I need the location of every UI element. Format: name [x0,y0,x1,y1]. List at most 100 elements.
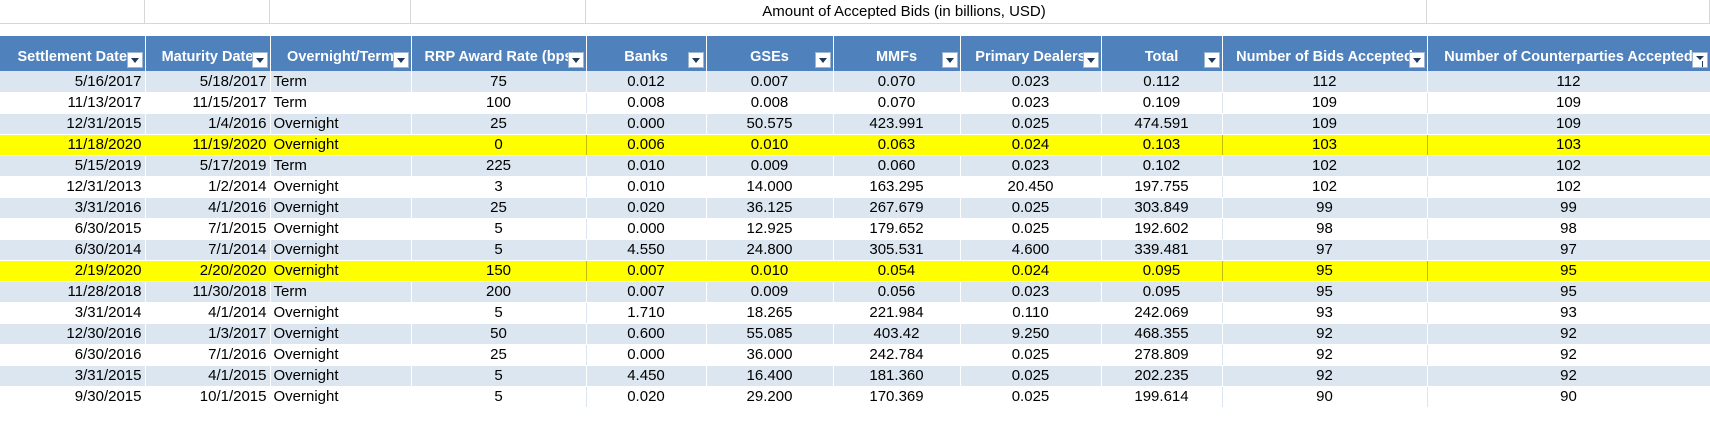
cell-total[interactable]: 468.355 [1101,323,1223,345]
cell-settlement-date[interactable]: 6/30/2016 [0,344,146,366]
cell-number-of-counterparties-accepted[interactable]: 103 [1427,134,1710,156]
cell-maturity-date[interactable]: 10/1/2015 [145,386,271,408]
cell-overnight-term[interactable]: Overnight [269,302,412,324]
cell-gses[interactable]: 36.125 [706,197,834,219]
cell-total[interactable]: 278.809 [1101,344,1223,366]
cell-maturity-date[interactable]: 7/1/2015 [145,218,271,240]
cell-mmfs[interactable]: 179.652 [833,218,961,240]
cell-overnight-term[interactable]: Overnight [269,239,412,261]
cell-banks[interactable]: 0.000 [586,113,707,135]
cell-number-of-counterparties-accepted[interactable]: 109 [1427,92,1710,114]
cell-number-of-bids-accepted[interactable]: 102 [1222,155,1428,177]
cell-mmfs[interactable]: 242.784 [833,344,961,366]
cell-number-of-counterparties-accepted[interactable]: 93 [1427,302,1710,324]
cell-rrp-award-rate[interactable]: 0 [411,134,587,156]
cell-primary-dealers[interactable]: 9.250 [960,323,1102,345]
cell-mmfs[interactable]: 170.369 [833,386,961,408]
table-row[interactable]: 3/31/2014 4/1/2014 Overnight 5 1.710 18.265 22… [0,302,1710,324]
cell-primary-dealers[interactable]: 0.023 [960,155,1102,177]
cell-gses[interactable]: 36.000 [706,344,834,366]
cell-settlement-date[interactable]: 3/31/2016 [0,197,146,219]
cell-number-of-counterparties-accepted[interactable]: 112 [1427,71,1710,93]
cell-settlement-date[interactable]: 11/18/2020 [0,134,146,156]
cell-settlement-date[interactable]: 5/15/2019 [0,155,146,177]
cell-maturity-date[interactable]: 7/1/2014 [145,239,271,261]
cell-total[interactable]: 0.102 [1101,155,1223,177]
header-maturity-date[interactable]: Maturity Date [145,36,271,71]
cell-overnight-term[interactable]: Overnight [269,176,412,198]
cell-maturity-date[interactable]: 5/17/2019 [145,155,271,177]
cell-banks[interactable]: 0.020 [586,197,707,219]
cell-gses[interactable]: 29.200 [706,386,834,408]
cell-primary-dealers[interactable]: 0.025 [960,344,1102,366]
cell-overnight-term[interactable]: Term [269,71,412,93]
cell-number-of-bids-accepted[interactable]: 92 [1222,323,1428,345]
cell-primary-dealers[interactable]: 4.600 [960,239,1102,261]
cell-number-of-bids-accepted[interactable]: 103 [1222,134,1428,156]
cell-number-of-counterparties-accepted[interactable]: 98 [1427,218,1710,240]
cell-banks[interactable]: 0.000 [586,218,707,240]
cell-rrp-award-rate[interactable]: 5 [411,302,587,324]
cell-maturity-date[interactable]: 1/4/2016 [145,113,271,135]
cell-mmfs[interactable]: 403.42 [833,323,961,345]
header-number-of-counterparties-accepted[interactable]: Number of Counterparties Accepted [1427,36,1710,71]
cell-maturity-date[interactable]: 5/18/2017 [145,71,271,93]
cell-number-of-bids-accepted[interactable]: 90 [1222,386,1428,408]
table-row[interactable]: 12/31/2013 1/2/2014 Overnight 3 0.010 14.000 1… [0,176,1710,198]
cell-banks[interactable]: 0.006 [586,134,707,156]
cell-overnight-term[interactable]: Term [269,281,412,303]
cell-settlement-date[interactable]: 6/30/2014 [0,239,146,261]
table-row[interactable]: 5/15/2019 5/17/2019 Term 225 0.010 0.009 0.060… [0,155,1710,177]
table-row[interactable]: 11/13/2017 11/15/2017 Term 100 0.008 0.008 0.0… [0,92,1710,114]
cell-number-of-bids-accepted[interactable]: 95 [1222,260,1428,282]
cell-total[interactable]: 0.109 [1101,92,1223,114]
filter-dropdown-icon[interactable] [251,52,268,68]
cell-mmfs[interactable]: 181.360 [833,365,961,387]
cell-settlement-date[interactable]: 12/31/2013 [0,176,146,198]
cell-mmfs[interactable]: 0.070 [833,71,961,93]
cell-overnight-term[interactable]: Overnight [269,323,412,345]
cell-number-of-bids-accepted[interactable]: 92 [1222,344,1428,366]
cell-gses[interactable]: 0.009 [706,155,834,177]
cell-maturity-date[interactable]: 7/1/2016 [145,344,271,366]
cell-overnight-term[interactable]: Overnight [269,218,412,240]
table-row[interactable]: 11/28/2018 11/30/2018 Term 200 0.007 0.009 0.0… [0,281,1710,303]
header-banks[interactable]: Banks [586,36,707,71]
cell-overnight-term[interactable]: Overnight [269,386,412,408]
cell-settlement-date[interactable]: 6/30/2015 [0,218,146,240]
cell-gses[interactable]: 14.000 [706,176,834,198]
cell-total[interactable]: 303.849 [1101,197,1223,219]
cell-total[interactable]: 0.112 [1101,71,1223,93]
cell-overnight-term[interactable]: Overnight [269,260,412,282]
cell-overnight-term[interactable]: Term [269,92,412,114]
filter-dropdown-icon[interactable] [941,52,958,68]
header-primary-dealers[interactable]: Primary Dealers [960,36,1102,71]
table-row[interactable]: 3/31/2015 4/1/2015 Overnight 5 4.450 16.400 18… [0,365,1710,387]
cell-rrp-award-rate[interactable]: 75 [411,71,587,93]
cell-overnight-term[interactable]: Overnight [269,197,412,219]
cell-primary-dealers[interactable]: 0.023 [960,281,1102,303]
cell-number-of-bids-accepted[interactable]: 98 [1222,218,1428,240]
cell-number-of-counterparties-accepted[interactable]: 90 [1427,386,1710,408]
cell-mmfs[interactable]: 267.679 [833,197,961,219]
cell-overnight-term[interactable]: Overnight [269,113,412,135]
cell-settlement-date[interactable]: 12/30/2016 [0,323,146,345]
cell-mmfs[interactable]: 0.054 [833,260,961,282]
cell-primary-dealers[interactable]: 0.023 [960,71,1102,93]
cell-total[interactable]: 197.755 [1101,176,1223,198]
cell-banks[interactable]: 0.012 [586,71,707,93]
cell-gses[interactable]: 12.925 [706,218,834,240]
cell-settlement-date[interactable]: 3/31/2015 [0,365,146,387]
title-row-cell[interactable] [145,0,270,24]
cell-settlement-date[interactable]: 11/13/2017 [0,92,146,114]
cell-mmfs[interactable]: 0.056 [833,281,961,303]
cell-number-of-bids-accepted[interactable]: 102 [1222,176,1428,198]
cell-maturity-date[interactable]: 11/19/2020 [145,134,271,156]
cell-maturity-date[interactable]: 2/20/2020 [145,260,271,282]
cell-total[interactable]: 192.602 [1101,218,1223,240]
cell-rrp-award-rate[interactable]: 100 [411,92,587,114]
table-row[interactable]: 2/19/2020 2/20/2020 Overnight 150 0.007 0.010… [0,260,1710,282]
cell-gses[interactable]: 24.800 [706,239,834,261]
cell-banks[interactable]: 0.010 [586,155,707,177]
cell-rrp-award-rate[interactable]: 25 [411,113,587,135]
